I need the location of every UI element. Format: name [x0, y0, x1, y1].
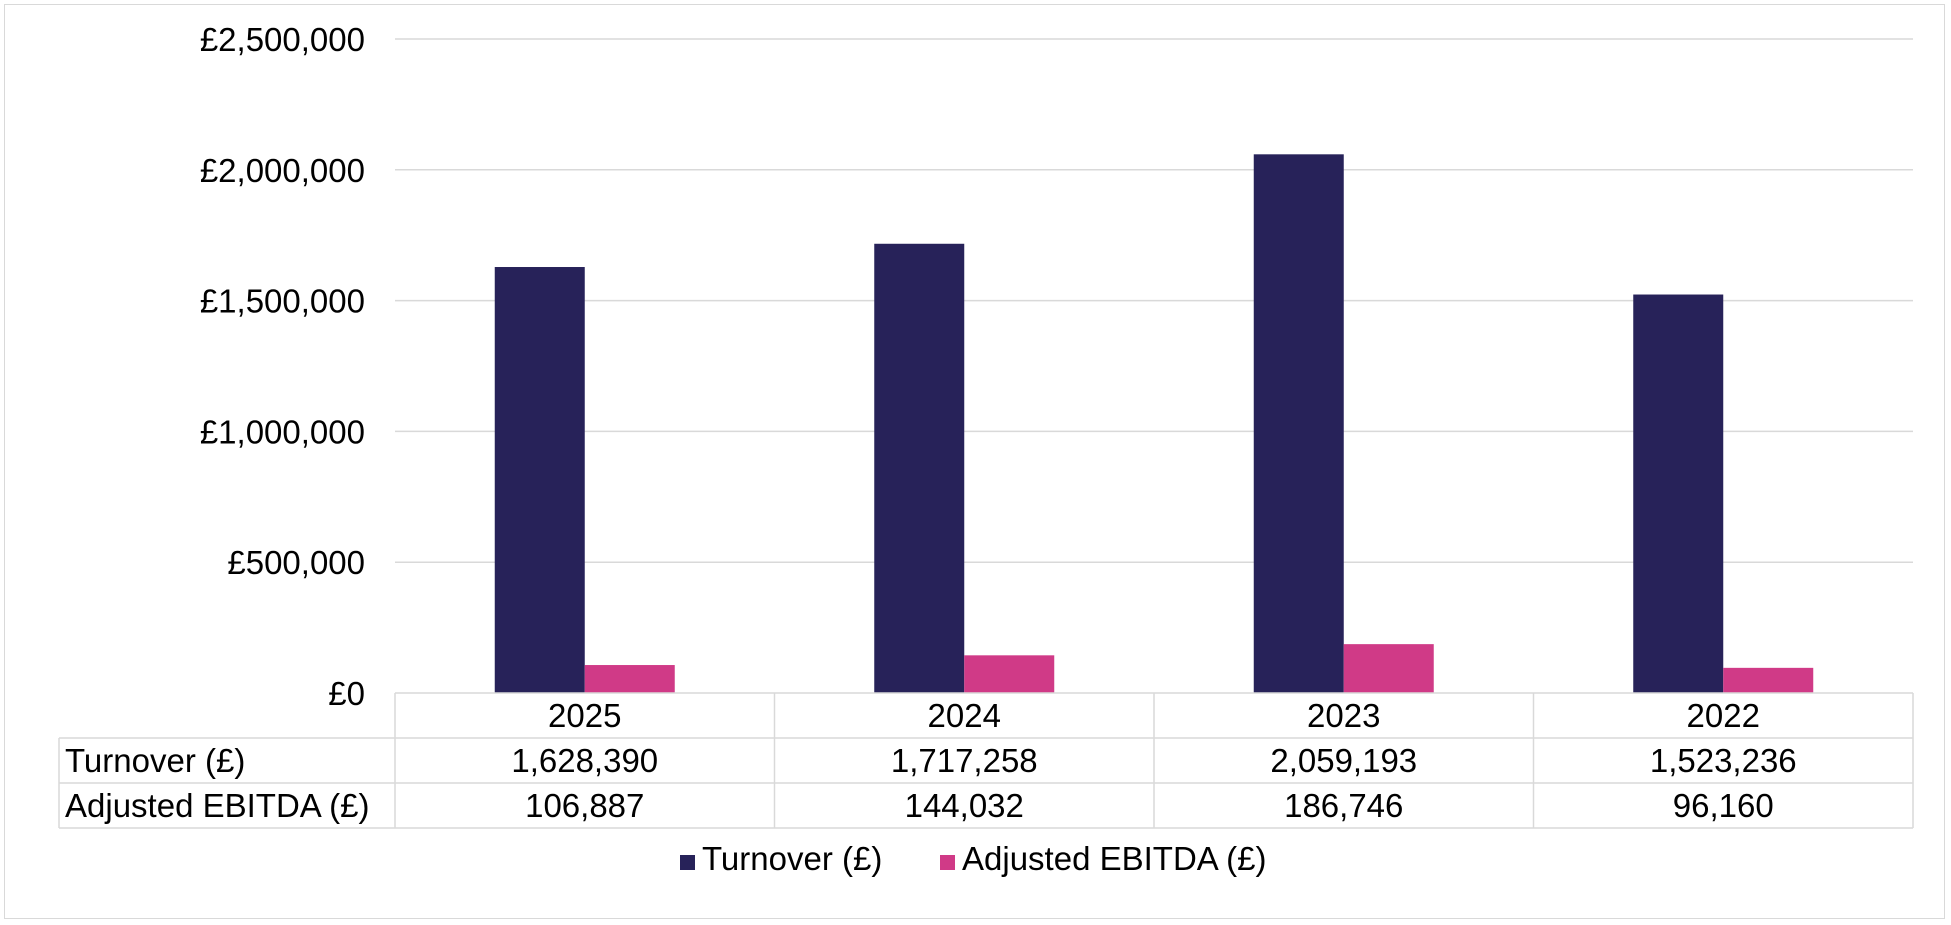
bar-adjusted-ebitda-2025: [584, 665, 675, 693]
table-value: 2,059,193: [1270, 742, 1417, 779]
category-label: 2024: [928, 697, 1001, 734]
y-tick-label: £2,500,000: [200, 21, 365, 58]
y-tick-label: £0: [328, 675, 365, 712]
y-tick-label: £500,000: [227, 544, 365, 581]
legend-label: Turnover (£): [702, 840, 882, 877]
bar-adjusted-ebitda-2024: [964, 655, 1055, 693]
table-value: 1,628,390: [511, 742, 658, 779]
bar-turnover-2022: [1633, 294, 1724, 693]
bar-adjusted-ebitda-2023: [1343, 644, 1434, 693]
category-label: 2023: [1307, 697, 1380, 734]
legend: Turnover (£) Adjusted EBITDA (£): [680, 840, 1266, 877]
legend-swatch: [680, 855, 695, 870]
series-name: Adjusted EBITDA (£): [65, 787, 369, 824]
data-table: 2025 2024 2023 2022 Turnover (£) 1,628,390 1,7…: [58, 692, 1914, 829]
y-axis-ticks: £0 £500,000 £1,000,000 £1,500,000 £2,000,000…: [200, 21, 365, 712]
y-tick-label: £2,000,000: [200, 152, 365, 189]
y-tick-label: £1,500,000: [200, 283, 365, 320]
bar-turnover-2025: [494, 267, 585, 693]
table-value: 1,523,236: [1650, 742, 1797, 779]
table-value: 1,717,258: [891, 742, 1038, 779]
series-name: Turnover (£): [65, 742, 245, 779]
legend-swatch: [940, 855, 955, 870]
bar-turnover-2023: [1253, 154, 1344, 693]
category-label: 2022: [1687, 697, 1760, 734]
chart-frame: [4, 4, 1945, 919]
table-value: 186,746: [1284, 787, 1403, 824]
category-label: 2025: [548, 697, 621, 734]
legend-label: Adjusted EBITDA (£): [962, 840, 1266, 877]
bars: [494, 154, 1814, 693]
bar-turnover-2024: [874, 243, 965, 693]
bar-adjusted-ebitda-2022: [1723, 667, 1814, 693]
table-value: 144,032: [905, 787, 1024, 824]
y-tick-label: £1,000,000: [200, 413, 365, 450]
table-value: 96,160: [1673, 787, 1774, 824]
table-value: 106,887: [525, 787, 644, 824]
